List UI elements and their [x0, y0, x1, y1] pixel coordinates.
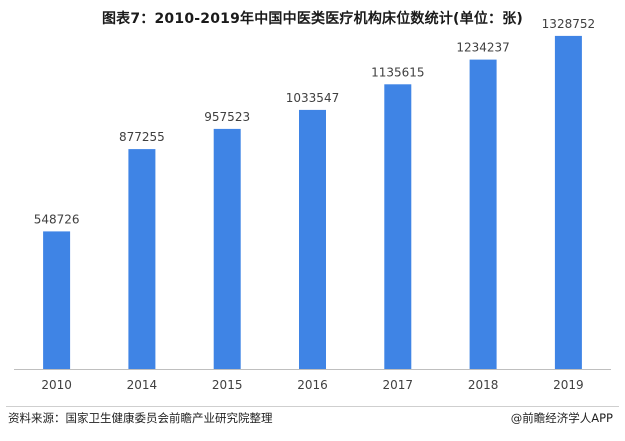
data-label-2017: 1135615	[371, 65, 424, 79]
data-label-2014: 877255	[119, 130, 165, 144]
x-tick-label-2016: 2016	[297, 378, 328, 392]
data-label-2010: 548726	[34, 212, 80, 226]
chart-title: 图表7：2010-2019年中国中医类医疗机构床位数统计(单位：张)	[101, 11, 524, 27]
x-tick-labels-group: 2010 2014 2015 2016 2017 2018 2019	[41, 378, 583, 392]
x-tick-label-2015: 2015	[212, 378, 243, 392]
bar-2017	[384, 84, 412, 370]
bar-2018	[469, 59, 497, 369]
bar-2019	[554, 35, 582, 370]
bar-2014	[128, 149, 156, 369]
watermark-credit: @前瞻经济学人APP	[510, 411, 613, 425]
data-label-2016: 1033547	[286, 91, 339, 105]
bar-2010	[43, 231, 71, 369]
x-tick-label-2014: 2014	[127, 378, 158, 392]
data-label-2015: 957523	[204, 110, 250, 124]
data-label-2019: 1328752	[542, 17, 595, 31]
bars-group	[43, 35, 582, 370]
x-tick-label-2018: 2018	[468, 378, 499, 392]
data-labels-group: 548726 877255 957523 1033547 1135615 1234237 1…	[34, 17, 595, 226]
x-tick-label-2010: 2010	[41, 378, 72, 392]
x-tick-label-2019: 2019	[553, 378, 584, 392]
data-label-2018: 1234237	[456, 41, 509, 55]
bar-2016	[299, 109, 326, 370]
bar-2015	[213, 128, 241, 369]
source-note: 资料来源：国家卫生健康委员会前瞻产业研究院整理	[8, 411, 273, 425]
x-tick-label-2017: 2017	[383, 378, 414, 392]
footer-divider	[6, 406, 619, 407]
